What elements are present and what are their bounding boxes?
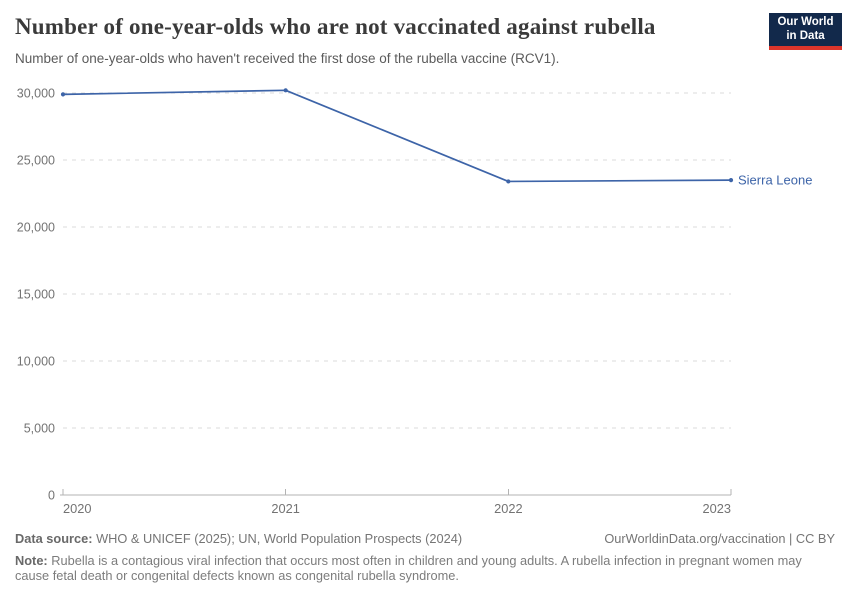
data-point [506, 179, 511, 184]
x-tick-label: 2021 [271, 501, 299, 516]
note-label: Note: [15, 552, 48, 568]
y-tick-label: 25,000 [17, 154, 55, 168]
series-end-label: Sierra Leone [738, 173, 812, 188]
data-source-label: Data source: [15, 531, 93, 546]
owid-logo-line2: in Data [786, 29, 825, 42]
data-source-value: WHO & UNICEF (2025); UN, World Populatio… [96, 531, 463, 546]
y-tick-label: 0 [48, 489, 55, 503]
owid-logo-stripe [769, 46, 842, 50]
y-tick-label: 10,000 [17, 355, 55, 369]
note-value: Rubella is a contagious viral infection … [15, 552, 802, 584]
owid-logo[interactable]: Our World in Data [769, 13, 842, 50]
chart-footer: Data source: WHO & UNICEF (2025); UN, Wo… [15, 531, 835, 584]
chart-header: Number of one-year-olds who are not vacc… [0, 0, 850, 80]
line-chart: 0 5,000 10,000 15,000 20,000 25,000 30,000 2020… [0, 80, 850, 525]
y-tick-label: 15,000 [17, 288, 55, 302]
owid-logo-line1: Our World [777, 16, 834, 28]
citation-link[interactable]: OurWorldinData.org/vaccination | CC BY [604, 531, 835, 546]
line-chart-svg: 0 5,000 10,000 15,000 20,000 25,000 30,000 2020… [17, 87, 813, 517]
chart-subtitle: Number of one-year-olds who haven't rece… [15, 51, 560, 66]
series-line [62, 89, 732, 183]
footer-source-row: Data source: WHO & UNICEF (2025); UN, Wo… [15, 531, 835, 547]
x-tick-label: 2020 [63, 501, 91, 516]
x-tick-label: 2022 [494, 501, 522, 516]
data-point [283, 88, 288, 93]
y-tick-label: 5,000 [24, 422, 55, 436]
footer-note: Note: Rubella is a contagious viral infe… [15, 553, 835, 584]
y-tick-label: 20,000 [17, 221, 55, 235]
y-tick-label: 30,000 [17, 87, 55, 101]
owid-logo-box: Our World in Data [769, 13, 842, 46]
data-source-text: Data source: WHO & UNICEF (2025); UN, Wo… [15, 531, 462, 547]
data-point [60, 92, 66, 97]
data-point [728, 178, 734, 183]
page-title: Number of one-year-olds who are not vacc… [15, 14, 656, 39]
x-tick-label: 2023 [703, 501, 731, 516]
